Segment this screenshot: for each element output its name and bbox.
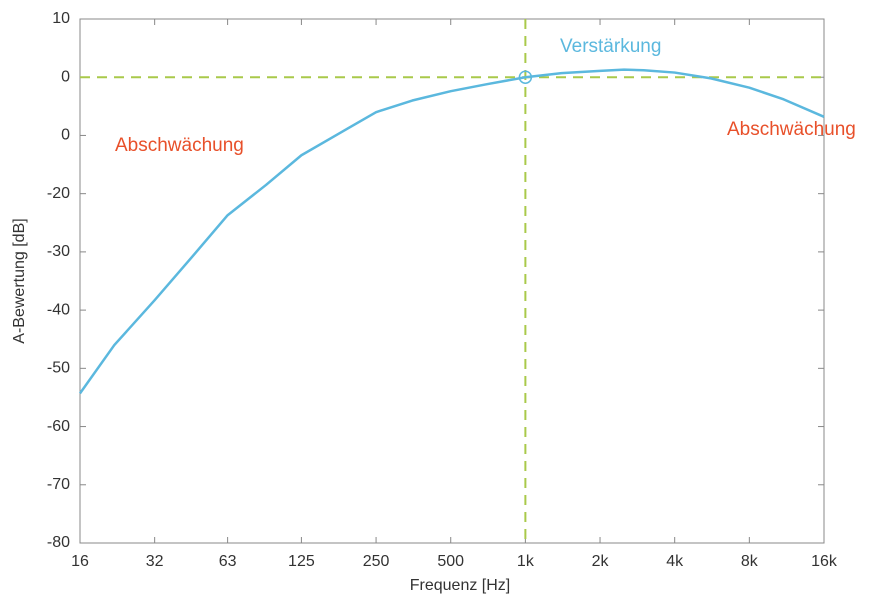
annotation: Verstärkung bbox=[560, 36, 661, 57]
curve bbox=[78, 68, 825, 395]
x-tick-label: 16 bbox=[71, 553, 89, 570]
x-tick-label: 250 bbox=[363, 553, 390, 570]
y-tick-label: -30 bbox=[47, 243, 70, 260]
x-tick-label: 2k bbox=[592, 553, 610, 570]
y-tick-label: -20 bbox=[47, 185, 70, 202]
y-tick-label: -50 bbox=[47, 360, 70, 377]
x-tick-label: 4k bbox=[666, 553, 684, 570]
annotation: Abschwächung bbox=[115, 135, 244, 156]
reference-point bbox=[518, 70, 533, 84]
y-tick-label: -40 bbox=[47, 301, 70, 318]
y-tick-label: 0 bbox=[61, 127, 70, 144]
x-tick-label: 1k bbox=[517, 553, 535, 570]
y-tick-label: 10 bbox=[52, 10, 70, 27]
x-tick-label: 63 bbox=[219, 553, 237, 570]
plot-frame bbox=[79, 18, 825, 544]
y-tick-label: -60 bbox=[47, 418, 70, 435]
y-tick-label: -70 bbox=[47, 476, 70, 493]
x-tick-label: 125 bbox=[288, 553, 315, 570]
y-tick-label: 0 bbox=[61, 68, 70, 85]
x-axis-label: Frequenz [Hz] bbox=[410, 577, 510, 594]
y-tick-label: -80 bbox=[47, 534, 70, 551]
y-axis-label: A-Bewertung [dB] bbox=[11, 218, 28, 343]
annotation: Abschwächung bbox=[727, 119, 856, 140]
x-tick-label: 16k bbox=[811, 553, 838, 570]
x-tick-label: 500 bbox=[437, 553, 464, 570]
x-tick-label: 8k bbox=[741, 553, 759, 570]
x-tick-label: 32 bbox=[146, 553, 164, 570]
